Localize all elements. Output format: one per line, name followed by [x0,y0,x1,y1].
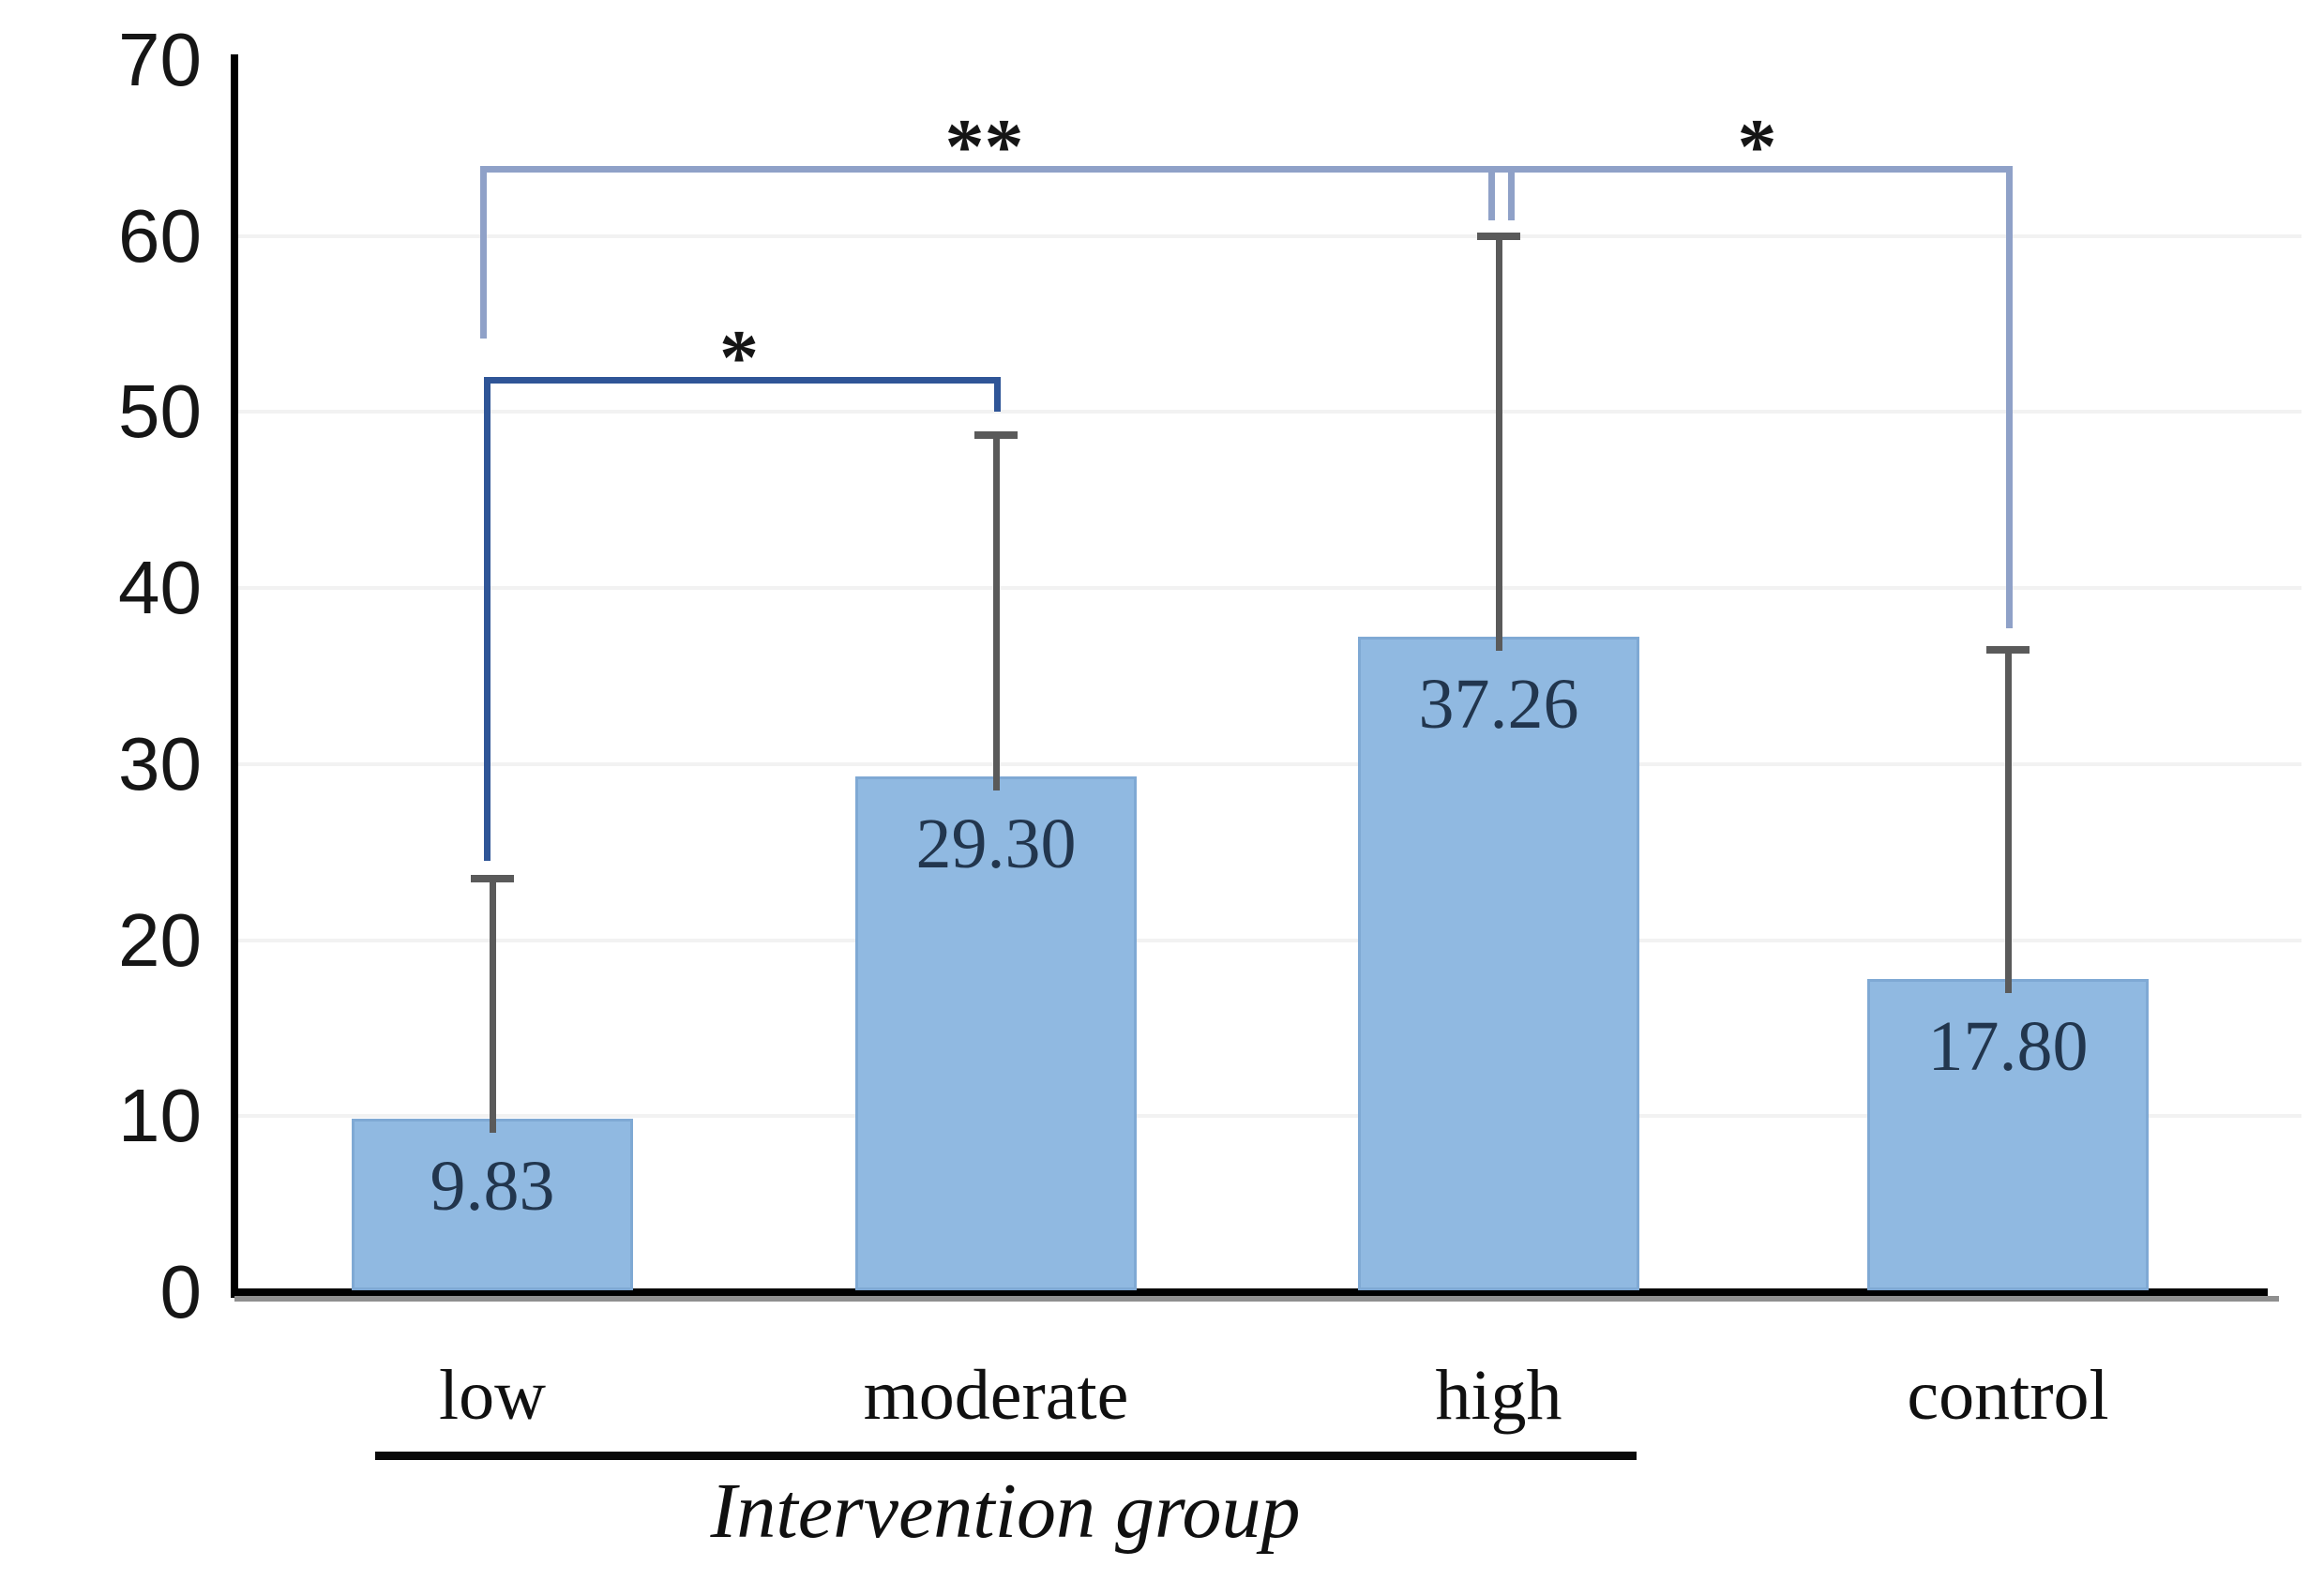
significance-label: * [1737,102,1777,190]
gridline [238,233,2301,238]
y-tick-label: 60 [118,193,202,278]
y-tick-label: 50 [118,369,202,454]
bar-moderate [855,775,1137,1290]
value-label-high: 37.26 [1418,664,1579,744]
y-tick-label: 70 [118,18,202,101]
significance-bracket-bar [484,376,1001,384]
significance-bracket-bar [480,165,1505,173]
error-bar-cap-high [1477,232,1520,240]
error-bar-line-control [2005,652,2012,993]
intervention-group-underline [375,1452,1637,1460]
error-bar-cap-low [471,874,514,882]
error-bar-line-moderate [993,437,1000,790]
gridline [238,938,2301,942]
category-label-low: low [439,1356,546,1435]
bar-low [352,1119,633,1290]
error-bar-line-high [1496,238,1502,651]
significance-bracket-arm-right [994,376,1001,413]
category-label-control: control [1907,1356,2109,1435]
gridline [238,410,2301,414]
value-label-low: 9.83 [430,1147,555,1227]
y-tick-label: 0 [159,1250,203,1333]
category-label-moderate: moderate [863,1356,1129,1435]
significance-bracket-arm-left [480,165,487,339]
error-bar-line-low [490,881,496,1134]
gridline [238,1114,2301,1119]
y-tick-label: 20 [118,897,202,982]
error-bar-cap-control [1986,645,2030,654]
significance-bracket-arm-left [1508,165,1515,220]
gridline [238,761,2301,766]
error-bar-cap-moderate [974,430,1018,439]
significance-label: ** [944,102,1024,190]
significance-bracket-arm-right [2006,165,2013,629]
bar-control [1867,978,2149,1290]
y-tick-label: 10 [118,1074,202,1158]
y-tick-label: 30 [118,721,202,806]
significance-bracket-arm-left [484,376,490,862]
x-axis-group-label: Intervention group [710,1468,1301,1555]
gridline [238,586,2301,591]
value-label-moderate: 29.30 [915,804,1077,883]
category-label-high: high [1435,1356,1562,1435]
significance-bracket-arm-right [1488,165,1495,220]
significance-bracket-bar [1488,165,2013,173]
y-tick-label: 40 [118,546,202,630]
value-label-control: 17.80 [1927,1006,2089,1086]
x-axis-shadow [234,1296,2279,1302]
x-axis [231,1288,2268,1296]
significance-label: * [719,313,759,401]
y-axis [231,54,238,1298]
